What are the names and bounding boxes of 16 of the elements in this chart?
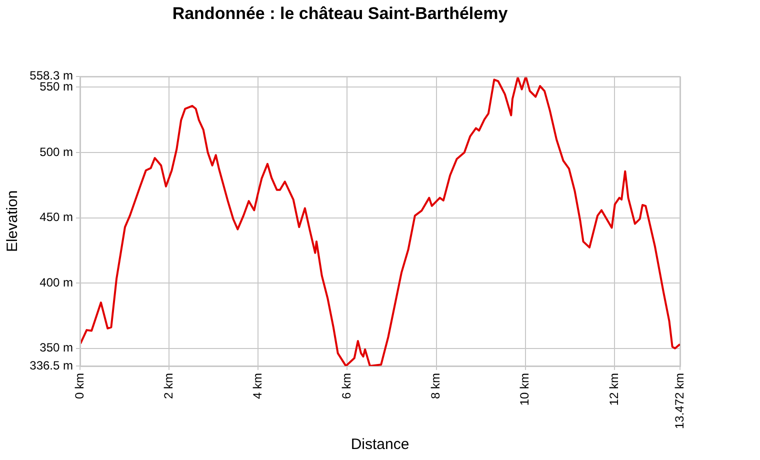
x-tick-label: 13.472 km [672, 372, 686, 430]
y-tick-label: 400 m [40, 275, 73, 290]
x-tick-label: 8 km [428, 372, 443, 399]
y-tick-label: 350 m [40, 340, 73, 355]
x-tick-label: 10 km [518, 372, 532, 406]
x-tick-label: 6 km [340, 372, 354, 399]
y-axis-title: Elevation [4, 190, 22, 252]
x-axis-title: Distance [350, 436, 410, 454]
chart-title: Randonnée : le château Saint-Barthélemy [172, 4, 508, 23]
x-tick-label: 2 km [161, 372, 176, 399]
x-tick-label: 4 km [250, 372, 264, 399]
y-tick-label: 500 m [40, 144, 73, 159]
y-tick-label: 336.5 m [30, 358, 74, 372]
x-tick-label: 0 km [72, 372, 86, 399]
y-tick-label: 450 m [40, 210, 73, 224]
x-tick-label: 12 km [606, 372, 621, 406]
